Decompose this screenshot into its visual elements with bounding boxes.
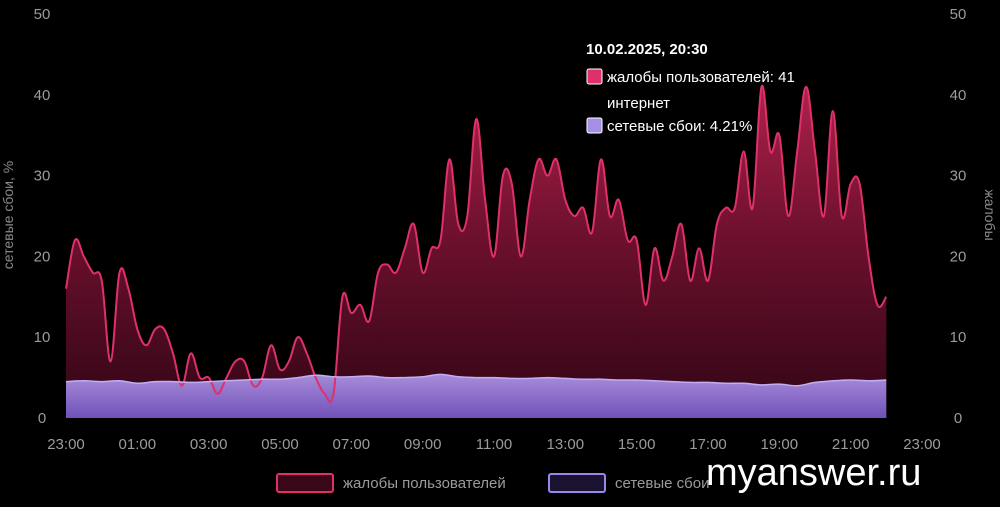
x-tick-label: 03:00 [190, 436, 228, 453]
x-tick-label: 23:00 [47, 436, 85, 453]
x-tick-label: 15:00 [618, 436, 656, 453]
y-right-tick-label: 0 [954, 410, 962, 427]
y-left-tick-label: 10 [34, 329, 51, 346]
x-tick-label: 21:00 [832, 436, 870, 453]
y-right-tick-label: 10 [950, 329, 967, 346]
legend-label-complaints[interactable]: жалобы пользователей [343, 475, 506, 492]
tooltip-title: 10.02.2025, 20:30 [586, 41, 708, 58]
y-left-tick-label: 0 [38, 410, 46, 427]
y-left-tick-label: 40 [34, 87, 51, 104]
legend-swatch-complaints[interactable] [276, 473, 334, 493]
left-y-axis: 0 10 20 30 40 50 [34, 6, 51, 427]
left-axis-title: сетевые сбои, % [0, 161, 16, 269]
tooltip-complaints: жалобы пользователей: 41 [607, 69, 795, 86]
x-tick-label: 23:00 [903, 436, 941, 453]
y-left-tick-label: 50 [34, 6, 51, 23]
tooltip-complaints-swatch [586, 68, 603, 85]
outage-area [66, 374, 887, 418]
y-right-tick-label: 30 [950, 168, 967, 185]
y-right-tick-label: 40 [950, 87, 967, 104]
x-tick-label: 07:00 [333, 436, 371, 453]
tooltip-outage: сетевые сбои: 4.21% [607, 118, 752, 135]
x-tick-label: 19:00 [761, 436, 799, 453]
x-tick-label: 11:00 [476, 436, 512, 453]
x-axis: 23:00 01:00 03:00 05:00 07:00 09:00 11:00 13:00… [47, 436, 941, 453]
x-tick-label: 01:00 [119, 436, 157, 453]
complaints-area [66, 85, 887, 418]
x-tick-label: 09:00 [404, 436, 442, 453]
right-axis-title: жалобы [982, 189, 998, 240]
x-tick-label: 05:00 [261, 436, 299, 453]
legend: жалобы пользователей сетевые сбои [276, 473, 709, 493]
y-left-tick-label: 30 [34, 168, 51, 185]
x-tick-label: 17:00 [689, 436, 727, 453]
right-y-axis: 0 10 20 30 40 50 [950, 6, 967, 427]
legend-swatch-outage[interactable] [548, 473, 606, 493]
legend-label-outage[interactable]: сетевые сбои [615, 475, 709, 492]
outage-line [65, 373, 887, 387]
x-tick-label: 13:00 [547, 436, 585, 453]
watermark-logo: myanswer.ru [706, 452, 921, 494]
tooltip: 10.02.2025, 20:30 жалобы пользователей: … [586, 41, 795, 135]
y-right-tick-label: 20 [950, 248, 967, 265]
complaints-line [65, 84, 888, 404]
tooltip-outage-swatch [586, 117, 603, 134]
y-left-tick-label: 20 [34, 248, 51, 265]
tooltip-complaints-sub: интернет [607, 95, 670, 112]
y-right-tick-label: 50 [950, 6, 967, 23]
